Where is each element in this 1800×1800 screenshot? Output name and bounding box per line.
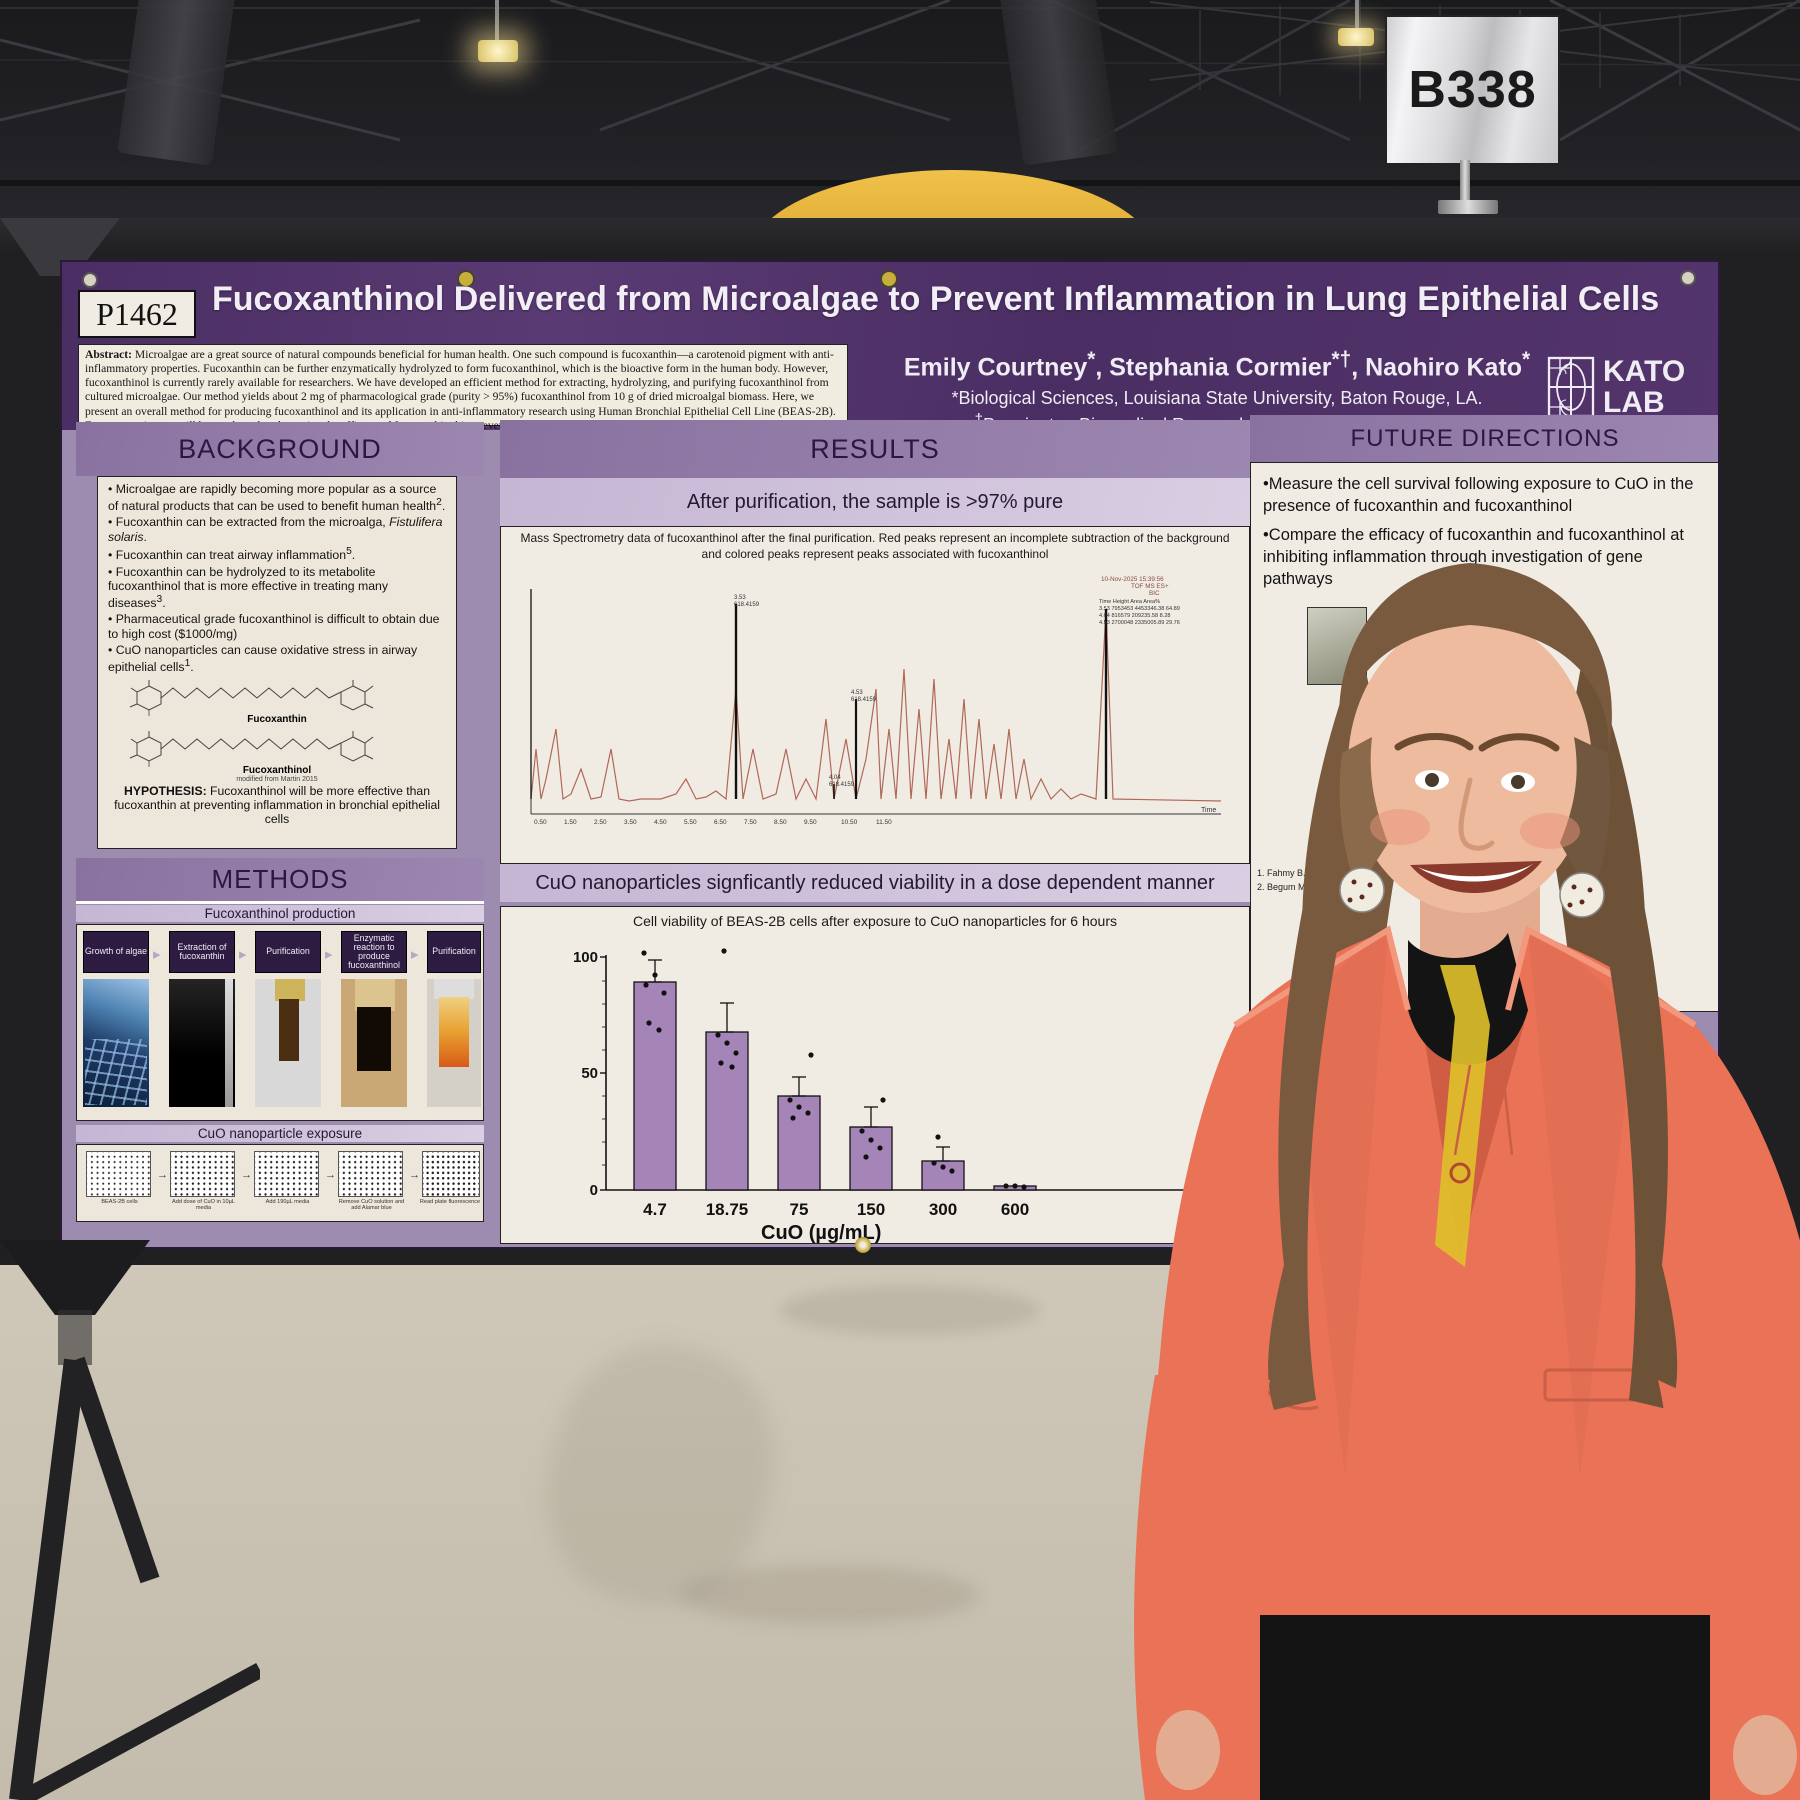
svg-text:100: 100	[573, 949, 598, 966]
svg-text:4.50: 4.50	[654, 819, 667, 826]
svg-text:5.50: 5.50	[684, 819, 697, 826]
svg-text:11.50: 11.50	[876, 819, 892, 826]
svg-text:4.04: 4.04	[829, 775, 841, 781]
svg-text:618.4159: 618.4159	[829, 782, 855, 788]
svg-text:300: 300	[929, 1200, 957, 1219]
svg-text:6.50: 6.50	[714, 819, 727, 826]
svg-text:8.50: 8.50	[774, 819, 787, 826]
svg-text:10.50: 10.50	[841, 819, 858, 826]
svg-text:3.50: 3.50	[624, 819, 637, 826]
svg-text:18.75: 18.75	[706, 1200, 749, 1219]
svg-text:75: 75	[790, 1200, 809, 1219]
svg-text:0: 0	[590, 1182, 598, 1199]
svg-text:2.50: 2.50	[594, 819, 607, 826]
svg-text:618.4159: 618.4159	[734, 602, 760, 608]
svg-text:0.50: 0.50	[534, 819, 547, 826]
svg-text:1.50: 1.50	[564, 819, 577, 826]
svg-text:4.53: 4.53	[851, 690, 863, 696]
svg-text:4.7: 4.7	[643, 1200, 667, 1219]
svg-text:150: 150	[857, 1200, 885, 1219]
svg-text:9.50: 9.50	[804, 819, 817, 826]
svg-text:7.50: 7.50	[744, 819, 757, 826]
svg-text:600: 600	[1001, 1200, 1029, 1219]
svg-text:618.4159: 618.4159	[851, 697, 877, 703]
svg-text:3.53: 3.53	[734, 595, 746, 601]
svg-text:50: 50	[581, 1065, 598, 1082]
